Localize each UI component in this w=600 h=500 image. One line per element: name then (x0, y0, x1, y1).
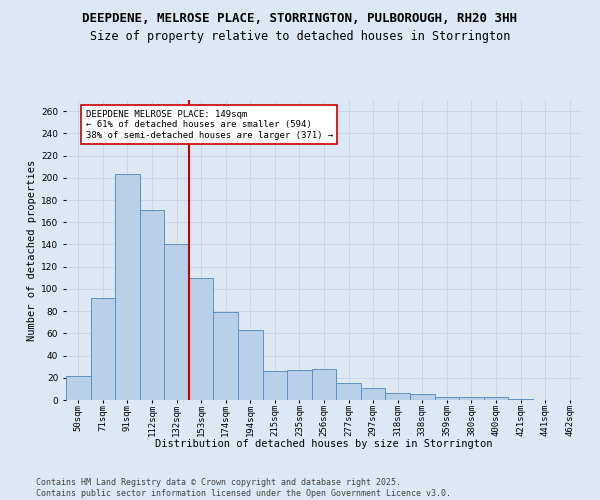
Bar (140, 210, 164, 400)
Bar (164, 244, 189, 400)
Bar (459, 396, 484, 400)
Text: DEEPDENE, MELROSE PLACE, STORRINGTON, PULBOROUGH, RH20 3HH: DEEPDENE, MELROSE PLACE, STORRINGTON, PU… (83, 12, 517, 26)
Bar (238, 330, 263, 400)
Bar (91, 298, 115, 400)
Bar (287, 370, 312, 400)
Bar (189, 278, 214, 400)
Text: Contains HM Land Registry data © Crown copyright and database right 2025.
Contai: Contains HM Land Registry data © Crown c… (36, 478, 451, 498)
Bar (66, 376, 91, 400)
X-axis label: Distribution of detached houses by size in Storrington: Distribution of detached houses by size … (155, 439, 493, 449)
Bar (484, 396, 508, 400)
Bar (385, 394, 410, 400)
Y-axis label: Number of detached properties: Number of detached properties (27, 160, 37, 340)
Bar (508, 399, 533, 400)
Bar (434, 396, 459, 400)
Bar (263, 371, 287, 400)
Text: Size of property relative to detached houses in Storrington: Size of property relative to detached ho… (90, 30, 510, 43)
Bar (361, 388, 385, 400)
Bar (336, 384, 361, 400)
Bar (410, 394, 434, 400)
Text: DEEPDENE MELROSE PLACE: 149sqm
← 61% of detached houses are smaller (594)
38% of: DEEPDENE MELROSE PLACE: 149sqm ← 61% of … (86, 110, 333, 140)
Bar (312, 369, 336, 400)
Bar (214, 312, 238, 400)
Bar (115, 174, 140, 400)
